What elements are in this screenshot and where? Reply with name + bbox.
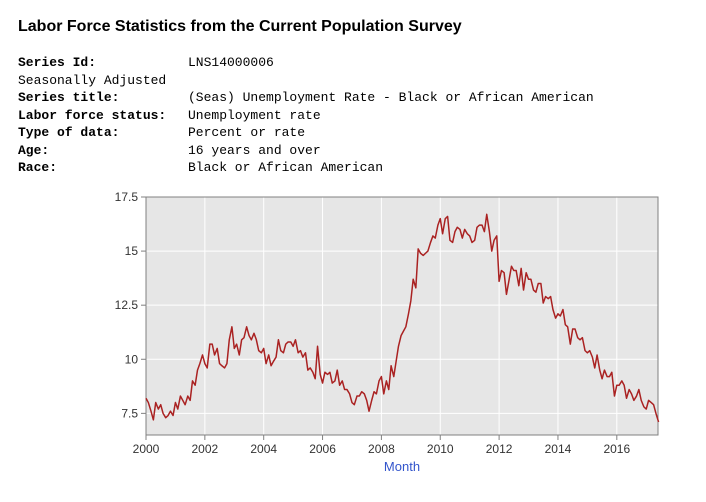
- svg-text:17.5: 17.5: [115, 190, 139, 204]
- svg-text:7.5: 7.5: [121, 406, 138, 420]
- svg-text:12.5: 12.5: [115, 298, 139, 312]
- svg-text:2004: 2004: [250, 442, 277, 456]
- meta-value-age: 16 years and over: [188, 142, 321, 160]
- svg-text:Month: Month: [384, 459, 420, 474]
- svg-text:2008: 2008: [368, 442, 395, 456]
- meta-value-series-id: LNS14000006: [188, 54, 274, 72]
- unemployment-chart: 7.5 10 12.5 15 17.5 2000 2002 2004 2006 2008 2010 2…: [98, 187, 668, 477]
- svg-text:10: 10: [125, 352, 139, 366]
- meta-label-series-title: Series title:: [18, 89, 188, 107]
- meta-value-type: Percent or rate: [188, 124, 305, 142]
- metadata-block: Series Id: LNS14000006 Seasonally Adjust…: [18, 54, 688, 177]
- meta-label-race: Race:: [18, 159, 188, 177]
- meta-adjustment: Seasonally Adjusted: [18, 72, 188, 90]
- svg-text:2016: 2016: [603, 442, 630, 456]
- svg-text:2006: 2006: [309, 442, 336, 456]
- meta-label-age: Age:: [18, 142, 188, 160]
- page-title: Labor Force Statistics from the Current …: [18, 18, 688, 36]
- meta-value-race: Black or African American: [188, 159, 383, 177]
- svg-text:2012: 2012: [486, 442, 513, 456]
- meta-value-lfs: Unemployment rate: [188, 107, 321, 125]
- meta-label-series-id: Series Id:: [18, 54, 188, 72]
- svg-text:2002: 2002: [191, 442, 218, 456]
- svg-text:15: 15: [125, 244, 139, 258]
- svg-text:2000: 2000: [133, 442, 160, 456]
- meta-label-lfs: Labor force status:: [18, 107, 188, 125]
- meta-value-series-title: (Seas) Unemployment Rate - Black or Afri…: [188, 89, 594, 107]
- meta-label-type: Type of data:: [18, 124, 188, 142]
- svg-text:2010: 2010: [427, 442, 454, 456]
- svg-text:2014: 2014: [545, 442, 572, 456]
